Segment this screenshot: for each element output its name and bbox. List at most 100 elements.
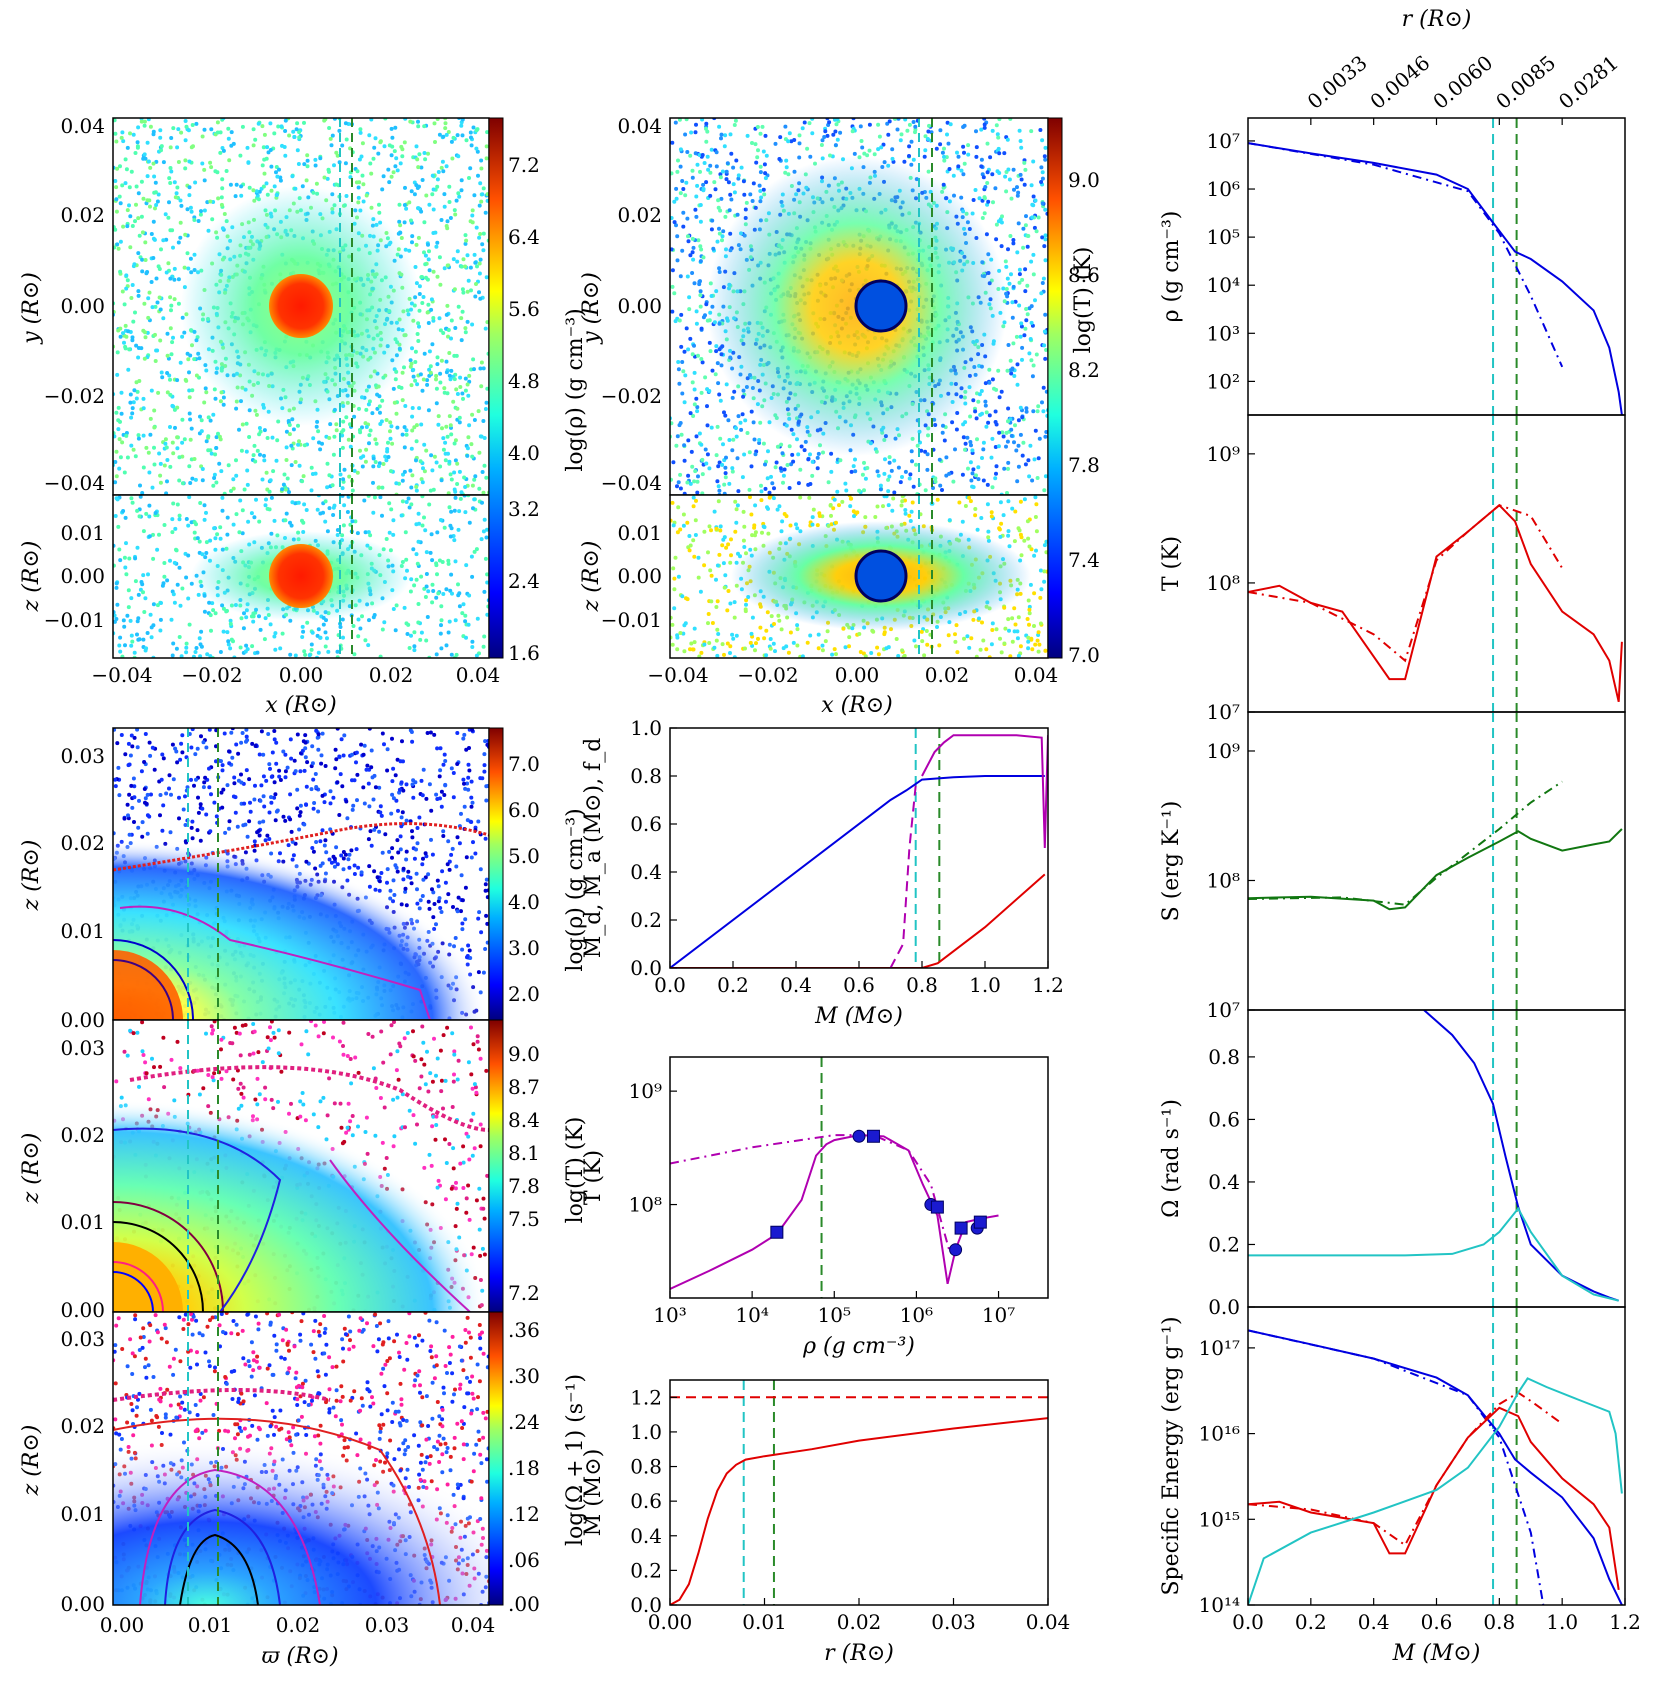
- particle: [758, 164, 763, 169]
- particle: [118, 201, 123, 206]
- particle: [123, 323, 128, 328]
- particle: [724, 545, 729, 550]
- particle: [772, 486, 776, 491]
- particle: [723, 573, 728, 578]
- particle: [180, 586, 185, 591]
- particle: [301, 520, 306, 525]
- particle: [257, 519, 262, 524]
- particle: [439, 218, 444, 222]
- particle: [407, 200, 412, 205]
- particle: [329, 143, 334, 148]
- particle: [184, 517, 189, 521]
- particle: [158, 128, 163, 133]
- particle: [709, 599, 714, 604]
- particle: [725, 608, 730, 613]
- particle: [899, 503, 904, 508]
- particle: [966, 152, 971, 157]
- particle: [1029, 183, 1034, 188]
- particle: [712, 180, 717, 185]
- cbar-tick: 1.6: [508, 641, 540, 665]
- particle: [115, 166, 120, 171]
- particle: [417, 152, 422, 157]
- particle: [186, 357, 191, 362]
- particle: [1006, 466, 1010, 471]
- particle: [402, 220, 407, 225]
- particle: [721, 442, 725, 447]
- particle: [268, 148, 273, 152]
- particle: [430, 173, 435, 178]
- particle: [681, 224, 686, 229]
- particle: [694, 434, 699, 439]
- particle: [979, 127, 984, 132]
- particle: [409, 446, 414, 451]
- particle: [273, 631, 278, 636]
- particle: [723, 214, 728, 219]
- particle: [341, 523, 346, 528]
- particle: [825, 629, 830, 634]
- particle: [914, 462, 918, 467]
- particle: [356, 617, 361, 622]
- particle: [169, 352, 174, 357]
- particle: [126, 588, 131, 593]
- particle: [410, 414, 415, 419]
- particle: [391, 170, 396, 175]
- particle: [166, 215, 171, 220]
- particle: [363, 421, 368, 426]
- particle: [229, 489, 233, 493]
- particle: [441, 331, 446, 335]
- particle: [961, 144, 966, 149]
- particle: [702, 563, 707, 568]
- particle: [1039, 587, 1044, 592]
- particle: [416, 165, 421, 170]
- particle: [156, 192, 161, 197]
- particle: [680, 360, 685, 364]
- particle: [404, 500, 409, 504]
- particle: [1003, 626, 1008, 631]
- particle: [863, 654, 868, 658]
- particle: [340, 433, 345, 438]
- particle: [450, 156, 455, 161]
- particle: [424, 584, 429, 589]
- particle: [410, 428, 415, 433]
- particle: [257, 426, 262, 430]
- particle: [426, 589, 431, 594]
- particle: [417, 406, 422, 411]
- particle: [150, 485, 155, 490]
- particle: [970, 471, 975, 476]
- particle: [722, 535, 727, 540]
- particle: [1015, 629, 1020, 634]
- particle: [368, 428, 373, 433]
- particle: [1031, 252, 1036, 257]
- particle: [127, 556, 132, 561]
- particle: [725, 641, 730, 646]
- particle: [986, 420, 991, 425]
- particle: [371, 456, 376, 461]
- particle: [442, 386, 447, 391]
- particle: [694, 498, 698, 503]
- particle: [441, 436, 446, 441]
- particle: [428, 364, 433, 369]
- particle: [477, 203, 482, 208]
- particle: [151, 556, 156, 561]
- particle: [678, 164, 683, 169]
- rho-xz-xlabel: x (R⊙): [265, 693, 337, 718]
- particle: [1021, 226, 1026, 231]
- particle: [1015, 250, 1020, 255]
- particle: [1011, 238, 1016, 242]
- particle: [766, 531, 771, 536]
- particle: [704, 461, 709, 466]
- particle: [695, 479, 700, 484]
- particle: [731, 165, 736, 170]
- particle: [174, 646, 179, 651]
- particle: [468, 265, 473, 270]
- particle: [448, 523, 453, 528]
- particle: [389, 507, 394, 512]
- particle: [449, 139, 454, 144]
- particle: [129, 633, 134, 638]
- particle: [1030, 215, 1035, 220]
- particle: [340, 617, 345, 622]
- particle: [690, 380, 695, 385]
- particle: [477, 235, 482, 240]
- particle: [1000, 214, 1004, 219]
- particle: [959, 168, 964, 173]
